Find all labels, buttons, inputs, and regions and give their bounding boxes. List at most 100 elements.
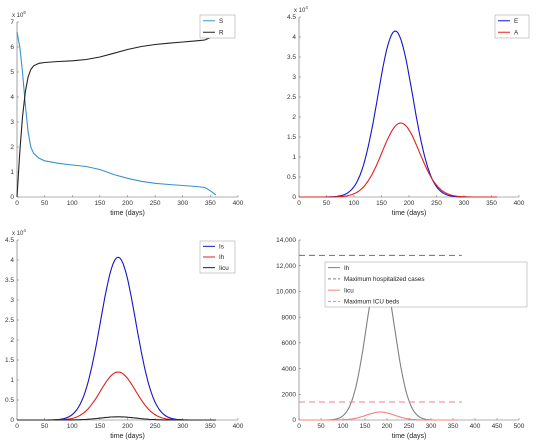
x-tick-label: 150 — [360, 423, 371, 430]
y-exponent-label: x 106 — [12, 10, 26, 19]
y-tick-label: 4.5 — [287, 14, 296, 21]
y-tick-label: 4 — [10, 257, 14, 264]
y-tick-label: 4000 — [282, 366, 297, 373]
x-tick-label: 200 — [122, 423, 133, 430]
legend-label: Iicu — [219, 265, 229, 272]
y-tick-label: 6 — [10, 44, 14, 51]
x-axis-label: time (days) — [110, 433, 145, 440]
y-tick-label: 0 — [292, 417, 296, 424]
y-tick-label: 3.5 — [287, 54, 296, 61]
x-tick-label: 0 — [15, 423, 19, 430]
x-axis-label: time (days) — [110, 210, 145, 217]
legend-label: Iicu — [344, 287, 354, 294]
legend-label: E — [514, 18, 518, 25]
y-tick-label: 0 — [10, 194, 14, 201]
y-tick-label: 1 — [10, 377, 14, 384]
y-tick-label: 10,000 — [276, 289, 296, 296]
y-tick-label: 0 — [10, 417, 14, 424]
x-tick-label: 350 — [205, 200, 216, 207]
y-exponent-label: x 104 — [12, 228, 26, 237]
y-tick-label: 2 — [10, 144, 14, 151]
y-tick-label: 1.5 — [287, 134, 296, 141]
x-tick-label: 150 — [94, 423, 105, 430]
x-tick-label: 250 — [404, 423, 415, 430]
y-tick-label: 2000 — [282, 391, 297, 398]
series-line-is — [17, 256, 216, 421]
x-tick-label: 400 — [514, 200, 525, 207]
x-tick-label: 300 — [426, 423, 437, 430]
x-tick-label: 150 — [376, 200, 387, 207]
y-tick-label: 2.5 — [287, 94, 296, 101]
legend: EA — [494, 14, 530, 39]
x-tick-label: 300 — [459, 200, 470, 207]
y-tick-label: 8000 — [282, 314, 297, 321]
x-tick-label: 400 — [233, 200, 244, 207]
y-tick-label: 4 — [292, 34, 296, 41]
x-tick-label: 400 — [470, 423, 481, 430]
chart-infected: 0 50 100 150 200 250 300 350 400 0 0.5 1 1.5 2 2.5 3 3.5… — [5, 228, 244, 440]
x-tick-label: 50 — [323, 200, 331, 207]
x-tick-label: 200 — [404, 200, 415, 207]
y-tick-label: 4.5 — [5, 237, 14, 244]
y-tick-label: 0.5 — [5, 397, 14, 404]
legend-box — [324, 261, 528, 308]
y-tick-label: 14,000 — [276, 237, 296, 244]
x-tick-label: 350 — [448, 423, 459, 430]
x-tick-label: 500 — [514, 423, 525, 430]
x-tick-label: 300 — [177, 200, 188, 207]
chart-hospital-capacity: 0 50 100 150 200 250 300 350 400 450 500 0 2000 4000 6… — [276, 237, 528, 440]
legend-label: Maximum hospitalized cases — [344, 276, 425, 283]
series-line-e — [299, 30, 497, 198]
series-line-a — [299, 122, 497, 198]
series-line-ih — [17, 371, 216, 421]
x-tick-label: 200 — [122, 200, 133, 207]
legend-label: R — [219, 29, 224, 36]
x-axis-label: time (days) — [392, 210, 427, 217]
y-tick-label: 0.5 — [287, 174, 296, 181]
series-line-iicu — [17, 416, 216, 421]
x-tick-label: 350 — [205, 423, 216, 430]
x-tick-label: 0 — [297, 423, 301, 430]
x-tick-label: 250 — [431, 200, 442, 207]
legend-label: Ih — [219, 254, 225, 261]
x-tick-label: 100 — [349, 200, 360, 207]
x-tick-label: 100 — [338, 423, 349, 430]
y-tick-label: 0 — [292, 194, 296, 201]
x-tick-label: 400 — [233, 423, 244, 430]
x-axis-label: time (days) — [392, 433, 427, 440]
legend-box — [199, 14, 236, 39]
legend: Is Ih Iicu — [199, 240, 236, 274]
series-line-r — [16, 34, 217, 198]
legend: SR — [199, 14, 236, 39]
y-tick-label: 3 — [10, 119, 14, 126]
x-tick-label: 250 — [150, 200, 161, 207]
series-line-s — [16, 31, 217, 196]
x-tick-label: 250 — [150, 423, 161, 430]
legend: Ih Maximum hospitalized cases Iicu Maximum … — [324, 261, 528, 308]
legend-label: Ih — [344, 265, 350, 272]
chart-e-a: 0 50 100 150 200 250 300 350 400 0 0.5 1 1.5 2 2.5 3 3.5… — [287, 5, 530, 217]
x-tick-label: 300 — [177, 423, 188, 430]
legend-label: A — [514, 29, 519, 36]
y-tick-label: 3 — [10, 297, 14, 304]
y-tick-label: 3 — [292, 74, 296, 81]
x-tick-label: 350 — [486, 200, 497, 207]
y-tick-label: 1 — [10, 169, 14, 176]
y-tick-label: 1 — [292, 154, 296, 161]
y-tick-label: 3.5 — [5, 277, 14, 284]
legend-label: S — [219, 18, 223, 25]
x-tick-label: 50 — [41, 200, 49, 207]
x-tick-label: 50 — [317, 423, 325, 430]
x-tick-label: 100 — [67, 423, 78, 430]
x-tick-label: 50 — [41, 423, 49, 430]
y-tick-label: 4 — [10, 94, 14, 101]
x-tick-label: 100 — [67, 200, 78, 207]
legend-label: Maximum ICU beds — [344, 299, 399, 306]
y-tick-label: 2 — [10, 337, 14, 344]
legend-label: Is — [219, 244, 224, 251]
x-tick-label: 150 — [94, 200, 105, 207]
y-tick-label: 6000 — [282, 340, 297, 347]
series-line-iicu — [299, 411, 458, 421]
chart-s-r: 0 50 100 150 200 250 300 350 400 0 1 2 3 4 5 6 7x 106 tim… — [10, 10, 243, 217]
